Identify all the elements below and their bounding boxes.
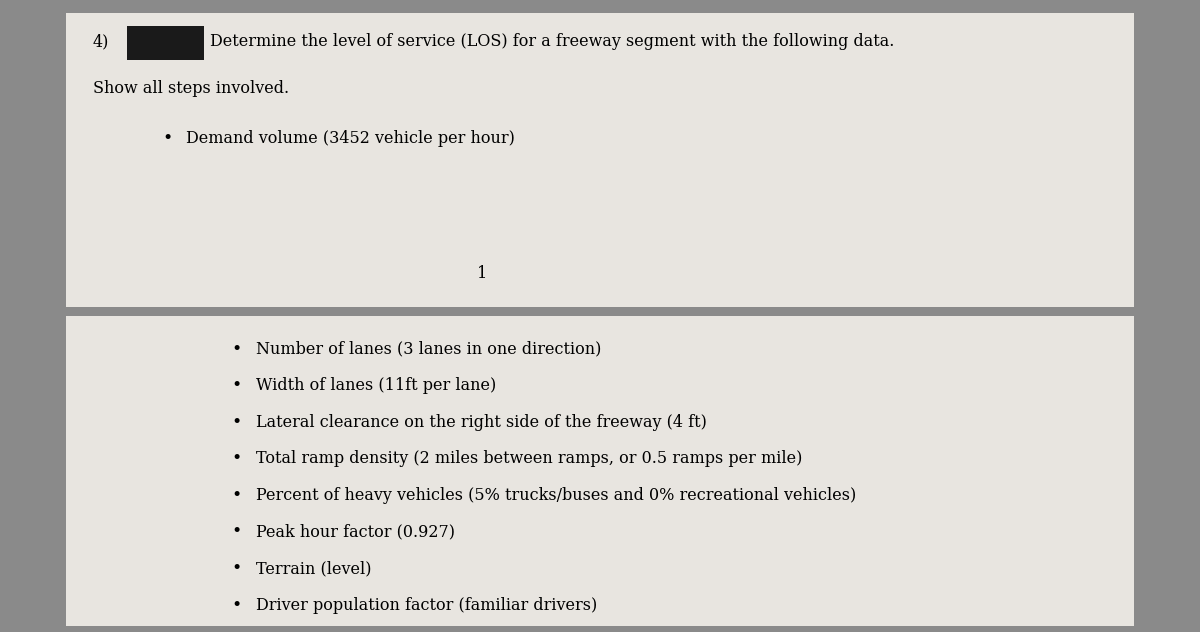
Text: Peak hour factor (0.927): Peak hour factor (0.927)	[256, 523, 455, 540]
Text: •: •	[162, 130, 173, 147]
Text: Show all steps involved.: Show all steps involved.	[92, 80, 289, 97]
Text: •: •	[232, 523, 241, 540]
Text: Number of lanes (3 lanes in one direction): Number of lanes (3 lanes in one directio…	[256, 341, 601, 358]
Text: •: •	[232, 414, 241, 431]
Text: Demand volume (3452 vehicle per hour): Demand volume (3452 vehicle per hour)	[186, 130, 515, 147]
Text: 4): 4)	[92, 33, 109, 50]
Text: Width of lanes (11ft per lane): Width of lanes (11ft per lane)	[256, 377, 497, 394]
Text: Driver population factor (familiar drivers): Driver population factor (familiar drive…	[256, 597, 598, 614]
Text: •: •	[232, 487, 241, 504]
Text: Total ramp density (2 miles between ramps, or 0.5 ramps per mile): Total ramp density (2 miles between ramp…	[256, 451, 803, 468]
Text: •: •	[232, 451, 241, 468]
Text: 1: 1	[478, 265, 487, 283]
Text: Lateral clearance on the right side of the freeway (4 ft): Lateral clearance on the right side of t…	[256, 414, 707, 431]
Text: •: •	[232, 597, 241, 614]
Text: Terrain (level): Terrain (level)	[256, 560, 372, 577]
FancyBboxPatch shape	[127, 26, 204, 59]
Text: •: •	[232, 377, 241, 394]
Text: Determine the level of service (LOS) for a freeway segment with the following da: Determine the level of service (LOS) for…	[210, 33, 894, 50]
Text: •: •	[232, 560, 241, 577]
Text: •: •	[232, 341, 241, 358]
Text: Percent of heavy vehicles (5% trucks/buses and 0% recreational vehicles): Percent of heavy vehicles (5% trucks/bus…	[256, 487, 857, 504]
